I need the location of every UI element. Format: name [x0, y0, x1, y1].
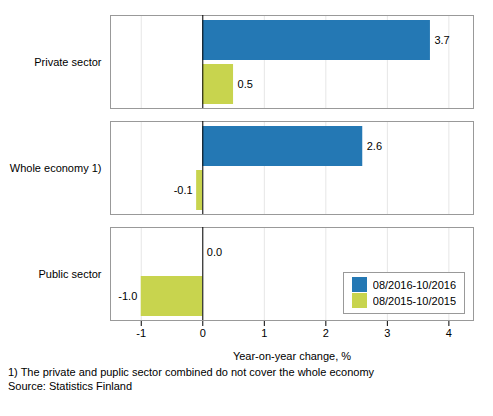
svg-text:Public sector: Public sector — [39, 268, 102, 280]
svg-text:Whole economy 1): Whole economy 1) — [10, 162, 102, 174]
svg-text:Year-on-year change, %: Year-on-year change, % — [233, 350, 351, 362]
svg-text:0.5: 0.5 — [238, 78, 253, 90]
svg-text:0.0: 0.0 — [207, 246, 222, 258]
svg-text:-1: -1 — [136, 327, 146, 339]
html-text:1) The private and puplic sect: 1) The private and puplic sector combine… — [8, 366, 375, 378]
svg-text:-1.0: -1.0 — [118, 290, 137, 302]
html-text:08/2015-10/2015: 08/2015-10/2015 — [372, 294, 456, 307]
svg-text:3: 3 — [384, 327, 390, 339]
svg-text:-0.1: -0.1 — [174, 184, 193, 196]
html-text:08/2016-10/2016: 08/2016-10/2016 — [372, 278, 456, 291]
svg-text:Private sector: Private sector — [34, 56, 102, 68]
svg-text:3.7: 3.7 — [434, 34, 449, 46]
html-text:Source: Statistics Finland: Source: Statistics Finland — [8, 380, 133, 392]
svg-text:4: 4 — [446, 327, 452, 339]
svg-text:0: 0 — [200, 327, 206, 339]
svg-text:2.6: 2.6 — [367, 140, 382, 152]
svg-text:1: 1 — [261, 327, 267, 339]
svg-text:2: 2 — [323, 327, 329, 339]
